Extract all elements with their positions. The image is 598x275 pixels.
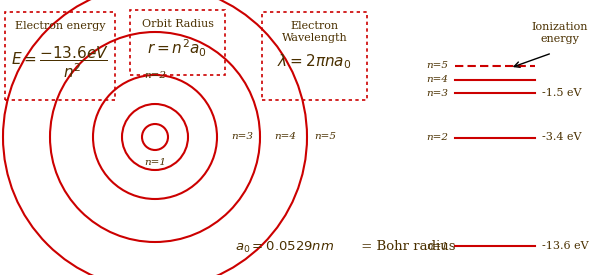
Text: n=3: n=3: [231, 133, 253, 142]
Text: n=2: n=2: [426, 133, 448, 142]
Text: -13.6 eV: -13.6 eV: [542, 241, 588, 251]
Bar: [130, 10, 225, 75]
Bar: [5, 12, 115, 100]
Text: -3.4 eV: -3.4 eV: [542, 133, 581, 142]
Text: n=5: n=5: [426, 62, 448, 70]
Text: Electron
Wavelength: Electron Wavelength: [282, 21, 347, 43]
Text: $r = n^2 a_0$: $r = n^2 a_0$: [148, 38, 208, 59]
Text: n=4: n=4: [426, 75, 448, 84]
Text: n=1: n=1: [144, 158, 166, 167]
Text: = Bohr radius: = Bohr radius: [357, 241, 456, 254]
Text: $E = \dfrac{-13.6eV}{n^2}$: $E = \dfrac{-13.6eV}{n^2}$: [11, 44, 109, 80]
Text: $a_0 = 0.0529nm$: $a_0 = 0.0529nm$: [235, 240, 334, 255]
Text: -1.5 eV: -1.5 eV: [542, 89, 581, 98]
Bar: [262, 12, 367, 100]
Text: $\lambda = 2\pi n a_0$: $\lambda = 2\pi n a_0$: [277, 53, 352, 71]
Text: Orbit Radius: Orbit Radius: [142, 19, 213, 29]
Text: n=5: n=5: [314, 133, 336, 142]
Text: n=4: n=4: [274, 133, 296, 142]
Text: n=2: n=2: [144, 72, 166, 81]
Text: Ionization
energy: Ionization energy: [532, 22, 588, 44]
Text: n=3: n=3: [426, 89, 448, 98]
Text: Electron energy: Electron energy: [15, 21, 105, 31]
Text: n=1: n=1: [426, 242, 448, 251]
